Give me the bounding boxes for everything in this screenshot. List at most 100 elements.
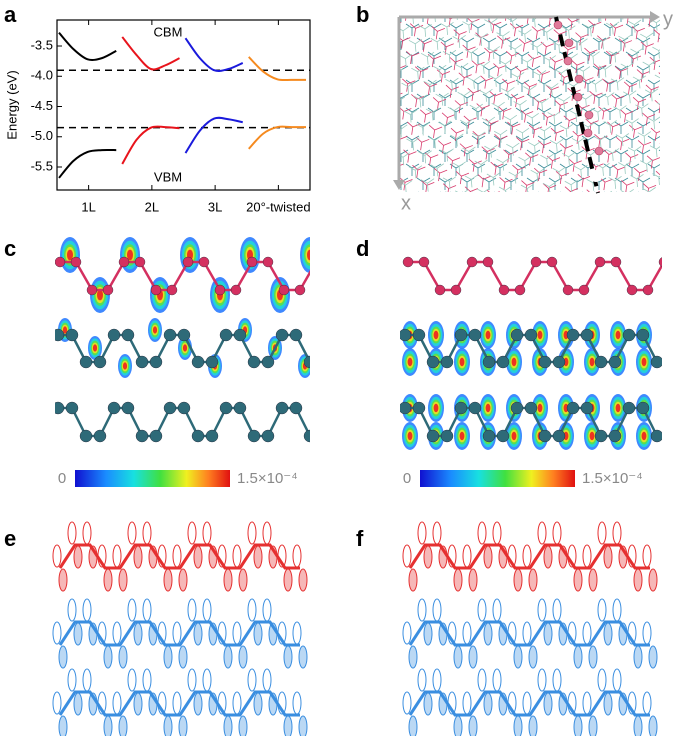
lobe	[613, 522, 621, 544]
lattice-bond	[395, 122, 408, 134]
lobe	[284, 569, 292, 591]
lobe	[523, 622, 531, 644]
lattice-bond	[380, 84, 394, 97]
atom	[151, 285, 161, 295]
lattice-bond	[375, 104, 390, 118]
lattice-bond	[384, 52, 397, 64]
lattice-bond	[626, 119, 640, 132]
lattice-bond	[654, 171, 669, 185]
lattice-bond	[351, 66, 364, 78]
lattice-bond	[571, 206, 584, 218]
lattice-bond	[648, 80, 661, 92]
lattice-bond	[668, 230, 674, 244]
lattice-bond	[560, 220, 573, 232]
lattice-bond	[612, 0, 627, 9]
lattice-bond	[603, 221, 618, 235]
lattice-bond	[648, 220, 661, 232]
atom	[276, 402, 288, 414]
lattice-bond	[450, 24, 463, 36]
lattice-bond	[659, 206, 672, 218]
y-axis-title: Energy (eV)	[4, 70, 19, 139]
lobe	[83, 599, 91, 621]
lobe	[553, 669, 561, 691]
lattice-bond	[503, 221, 518, 235]
lobe	[254, 623, 262, 645]
lobe	[544, 546, 552, 568]
atom	[295, 285, 305, 295]
lobe	[89, 693, 97, 715]
arrow-head	[393, 180, 405, 190]
lattice-bond	[379, 76, 394, 90]
y-tick-label: -5.0	[31, 128, 53, 143]
atom	[413, 329, 425, 341]
lobe	[89, 623, 97, 645]
atom	[103, 285, 113, 295]
lobe	[649, 569, 657, 591]
lobe	[619, 623, 627, 645]
lobe	[478, 599, 486, 621]
lattice-bond	[620, 180, 635, 194]
colorbar	[75, 470, 230, 487]
density	[486, 331, 491, 339]
lobe	[574, 646, 582, 668]
lobe	[113, 545, 121, 567]
lattice	[340, 0, 674, 265]
lattice-bond	[601, 93, 615, 106]
lattice-bond	[659, 94, 672, 106]
lobe	[143, 599, 151, 621]
lattice-bond	[481, 218, 496, 232]
lattice-bond	[445, 78, 459, 91]
panel-label: d	[356, 236, 369, 261]
lobe	[469, 646, 477, 668]
lobe	[59, 716, 67, 736]
lattice-bond	[626, 136, 639, 148]
lattice-bond	[480, 89, 494, 102]
lattice-bond	[529, 196, 544, 210]
lattice-bond	[638, 211, 653, 225]
density	[642, 432, 647, 440]
lobe	[104, 646, 112, 668]
lattice-bond	[531, 97, 546, 111]
lattice-bond	[533, 168, 548, 182]
lattice-bond	[448, 233, 462, 246]
lattice-bond	[345, 156, 360, 170]
atom	[399, 402, 411, 414]
lattice-bond	[623, 91, 637, 104]
atom	[515, 285, 525, 295]
lobe	[643, 692, 651, 714]
lattice-bond	[535, 70, 550, 84]
lattice-bond	[607, 193, 622, 207]
lobe	[254, 693, 262, 715]
lattice-bond	[472, 108, 485, 120]
lobe	[194, 623, 202, 645]
lattice-bond	[384, 0, 397, 8]
lattice-bond	[626, 0, 640, 5]
lattice-bond	[380, 147, 395, 161]
atom	[499, 285, 509, 295]
lobe	[173, 692, 181, 714]
lattice-bond	[563, 187, 578, 201]
lobe	[493, 522, 501, 544]
atom	[651, 356, 663, 368]
lobe	[173, 622, 181, 644]
atom	[150, 356, 162, 368]
lattice-bond	[520, 181, 535, 195]
lattice-bond	[662, 31, 674, 44]
lattice-bond	[370, 99, 384, 112]
lattice-bond	[384, 119, 399, 133]
lattice-bond	[650, 145, 664, 158]
lobe	[149, 693, 157, 715]
lobe	[164, 569, 172, 591]
lattice-bond	[508, 23, 523, 37]
lattice-bond	[342, 184, 357, 198]
lobe	[574, 716, 582, 736]
lobe	[233, 545, 241, 567]
atom	[595, 147, 603, 155]
lattice-bond	[365, 169, 379, 182]
lattice-bond	[450, 199, 465, 213]
atom	[94, 430, 106, 442]
lattice-bond	[438, 0, 452, 8]
atom	[451, 285, 461, 295]
lobe	[643, 545, 651, 567]
atom	[94, 356, 106, 368]
